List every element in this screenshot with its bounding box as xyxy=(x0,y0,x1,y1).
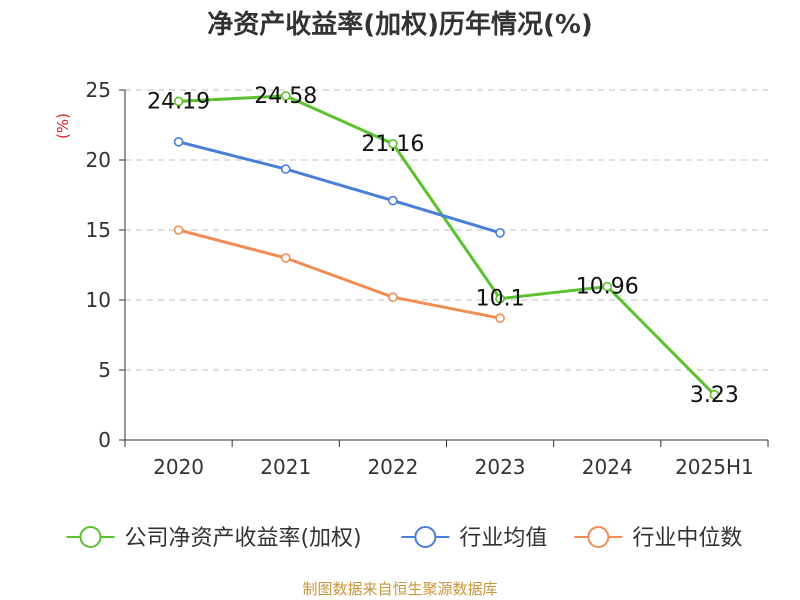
series-1-point xyxy=(495,293,505,304)
series-3-line xyxy=(178,228,501,320)
data-label: 24.19 xyxy=(147,89,210,114)
series-3-point xyxy=(388,292,398,303)
series-3-point xyxy=(173,225,184,235)
legend-label: 行业均值 xyxy=(459,526,547,551)
y-tick-label: 20 xyxy=(86,148,111,172)
axes: 0 5 10 15 20 25 (%) 2020 2021 2022 2023 2024 2025H1 xyxy=(54,78,769,479)
series-1-point xyxy=(280,91,291,101)
data-label: 10.1 xyxy=(476,287,525,312)
chart-title: 净资产收益率(加权)历年情况(%) xyxy=(207,10,593,40)
y-tick-label: 0 xyxy=(98,428,111,452)
data-labels: 24.19 24.58 21.16 10.1 10.96 3.23 xyxy=(147,84,739,408)
series-1-point xyxy=(173,96,184,107)
x-tick-label: 2024 xyxy=(582,455,633,479)
data-label: 10.96 xyxy=(576,275,639,300)
x-tick-label: 2020 xyxy=(153,455,204,479)
legend-marker xyxy=(587,526,610,548)
series-1-point xyxy=(602,281,613,292)
series-2-point xyxy=(388,195,398,206)
y-tick-label: 5 xyxy=(98,358,111,382)
source-note: 制图数据来自恒生聚源数据库 xyxy=(302,580,498,598)
series-1-line xyxy=(178,94,716,396)
x-tick-label: 2025H1 xyxy=(675,455,754,479)
grid-lines xyxy=(125,89,768,371)
series-2-point xyxy=(495,228,505,238)
legend-item: 行业均值 xyxy=(401,526,547,551)
y-tick-label: 15 xyxy=(86,218,111,242)
x-tick-label: 2022 xyxy=(367,455,418,479)
legend-label: 行业中位数 xyxy=(632,526,742,551)
series-2-point xyxy=(173,137,184,147)
x-tick-label: 2023 xyxy=(475,455,526,479)
series-lines xyxy=(173,91,720,400)
series-3-point xyxy=(495,313,505,324)
series-1-point xyxy=(388,138,398,149)
series-2-point xyxy=(280,164,291,174)
data-label: 21.16 xyxy=(361,132,424,157)
series-3-point xyxy=(280,253,291,263)
y-axis-label: (%) xyxy=(54,113,72,139)
legend-marker xyxy=(414,526,437,548)
legend-label: 公司净资产收益率(加权) xyxy=(124,526,361,551)
data-label: 24.58 xyxy=(254,84,317,109)
legend-marker xyxy=(79,526,102,548)
x-tick-label: 2021 xyxy=(260,455,311,479)
y-tick-label: 25 xyxy=(86,78,111,102)
legend-item: 公司净资产收益率(加权) xyxy=(66,526,362,551)
series-2-line xyxy=(178,140,501,235)
data-label: 3.23 xyxy=(690,383,739,408)
series-1-point xyxy=(709,389,720,400)
y-tick-label: 10 xyxy=(86,288,111,312)
legend-item: 行业中位数 xyxy=(574,526,742,551)
legend: 公司净资产收益率(加权) 行业均值 行业中位数 xyxy=(66,526,742,551)
